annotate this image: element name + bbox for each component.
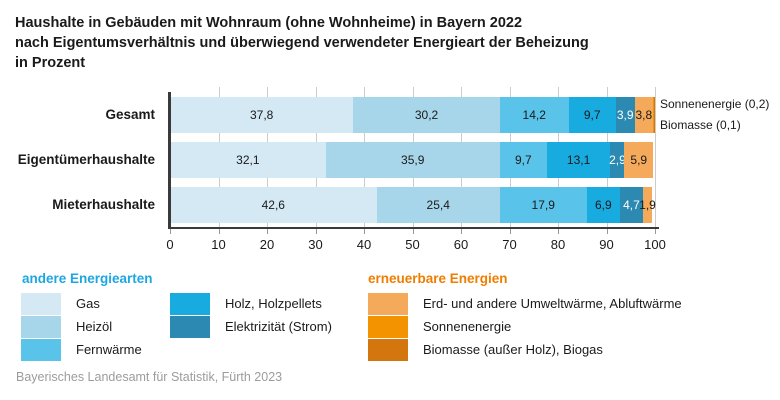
title-line-1: Haushalte in Gebäuden mit Wohnraum (ohne… xyxy=(15,15,523,31)
bar-segment: 17,9 xyxy=(499,187,587,223)
bar-value-label: 9,7 xyxy=(583,108,601,122)
axis-tick-label: 50 xyxy=(405,237,420,252)
bar-value-label: 17,9 xyxy=(531,198,555,212)
bar-segment: 42,6 xyxy=(170,187,377,223)
legend-swatch xyxy=(170,316,210,338)
bar-segment: 30,2 xyxy=(353,97,500,133)
axis-tick xyxy=(461,229,462,234)
bar-segment: 14,2 xyxy=(499,97,569,133)
bar-segment: 1,9 xyxy=(639,187,656,223)
bar-segment: 9,7 xyxy=(568,97,616,133)
bar-value-label: 14,2 xyxy=(522,108,546,122)
bar-segment: 25,4 xyxy=(376,187,500,223)
category-label: Mieterhaushalte xyxy=(52,197,155,212)
bar-value-label: 9,7 xyxy=(514,153,532,167)
axis-tick-label: 90 xyxy=(599,237,614,252)
legend-swatch xyxy=(21,339,61,361)
axis-tick xyxy=(364,229,365,234)
page-title: Haushalte in Gebäuden mit Wohnraum (ohne… xyxy=(15,13,589,73)
bar-value-label: 42,6 xyxy=(261,198,285,212)
category-label: Gesamt xyxy=(105,107,155,122)
bar-segment: 9,7 xyxy=(499,142,547,178)
legend-swatch xyxy=(368,339,408,361)
bar-value-label: 3,9 xyxy=(616,108,634,122)
axis-tick-label: 80 xyxy=(550,237,566,252)
legend-swatch xyxy=(368,293,408,315)
axis-tick-label: 100 xyxy=(644,237,666,252)
legend-item-label: Erd- und andere Umweltwärme, Abluftwärme xyxy=(423,296,682,311)
axis-tick-label: 40 xyxy=(356,237,372,252)
bar-value-label: 25,4 xyxy=(426,198,450,212)
legend-swatch xyxy=(21,316,61,338)
axis-tick xyxy=(412,229,414,234)
bar-segment: 5,9 xyxy=(624,142,654,178)
bar-segment: 37,8 xyxy=(170,97,354,133)
annotation-biomasse: Biomasse (0,1) xyxy=(660,118,741,132)
axis-tick xyxy=(315,229,317,234)
category-label: Eigentümerhaushalte xyxy=(17,152,155,167)
bar-segment: 3,9 xyxy=(615,97,635,133)
bar-segment: 4,7 xyxy=(620,187,643,223)
bar-value-label: 13,1 xyxy=(566,153,591,167)
title-line-3: in Prozent xyxy=(15,55,86,71)
bar-segment: 32,1 xyxy=(170,142,326,178)
bar-value-label: 6,9 xyxy=(594,198,612,212)
legend-item-label: Biomasse (außer Holz), Biogas xyxy=(423,342,603,357)
bar-value-label: 30,2 xyxy=(414,108,439,122)
gridline xyxy=(655,87,656,227)
bar-value-label: 4,7 xyxy=(623,198,640,212)
axis-tick xyxy=(606,229,608,234)
bar-segment xyxy=(653,97,655,133)
bar-annotations: Sonnenenergie (0,2) Biomasse (0,1) xyxy=(660,94,769,136)
axis-tick-label: 30 xyxy=(308,237,323,252)
bar-value-label: 5,9 xyxy=(630,153,648,167)
axis-tick xyxy=(267,229,268,234)
axis-tick-label: 20 xyxy=(259,237,275,252)
y-axis-line xyxy=(168,92,171,228)
source-note: Bayerisches Landesamt für Statistik, Für… xyxy=(16,370,283,384)
bar-value-label: 1,9 xyxy=(639,198,656,212)
x-axis-line xyxy=(168,227,659,229)
legend-group-heading: erneuerbare Energien xyxy=(368,271,508,286)
legend-item-label: Elektrizität (Strom) xyxy=(225,319,332,334)
legend-item-label: Sonnenenergie xyxy=(423,319,512,334)
axis-tick xyxy=(170,229,171,234)
legend-item-label: Heizöl xyxy=(76,319,113,334)
axis-tick-label: 0 xyxy=(166,237,174,252)
legend-swatch xyxy=(170,293,210,315)
bar-value-label: 35,9 xyxy=(401,153,425,167)
legend-item-label: Gas xyxy=(76,296,100,311)
bar-segment: 3,8 xyxy=(634,97,654,133)
axis-tick xyxy=(509,229,511,234)
bar-value-label: 32,1 xyxy=(236,153,260,167)
axis-tick xyxy=(655,229,656,234)
annotation-sonnenenergie: Sonnenenergie (0,2) xyxy=(660,97,770,111)
bar-value-label: 37,8 xyxy=(249,108,274,122)
bar-value-label: 3,8 xyxy=(635,108,653,122)
bar-value-label: 2,9 xyxy=(609,153,626,167)
bar-segment: 13,1 xyxy=(546,142,611,178)
bar-segment: 6,9 xyxy=(586,187,621,223)
axis-tick-label: 10 xyxy=(211,237,226,252)
legend-swatch xyxy=(368,316,408,338)
legend-group-heading: andere Energiearten xyxy=(22,271,153,286)
bar-segment: 2,9 xyxy=(609,142,626,178)
axis-tick-label: 70 xyxy=(502,237,517,252)
axis-tick-label: 60 xyxy=(453,237,469,252)
title-line-2: nach Eigentumsverhältnis und überwiegend… xyxy=(15,35,589,51)
legend-item-label: Fernwärme xyxy=(76,342,142,357)
legend-item-label: Holz, Holzpellets xyxy=(225,296,322,311)
legend-swatch xyxy=(21,293,61,315)
bar-segment: 35,9 xyxy=(325,142,500,178)
axis-tick xyxy=(558,229,559,234)
axis-tick xyxy=(218,229,220,234)
